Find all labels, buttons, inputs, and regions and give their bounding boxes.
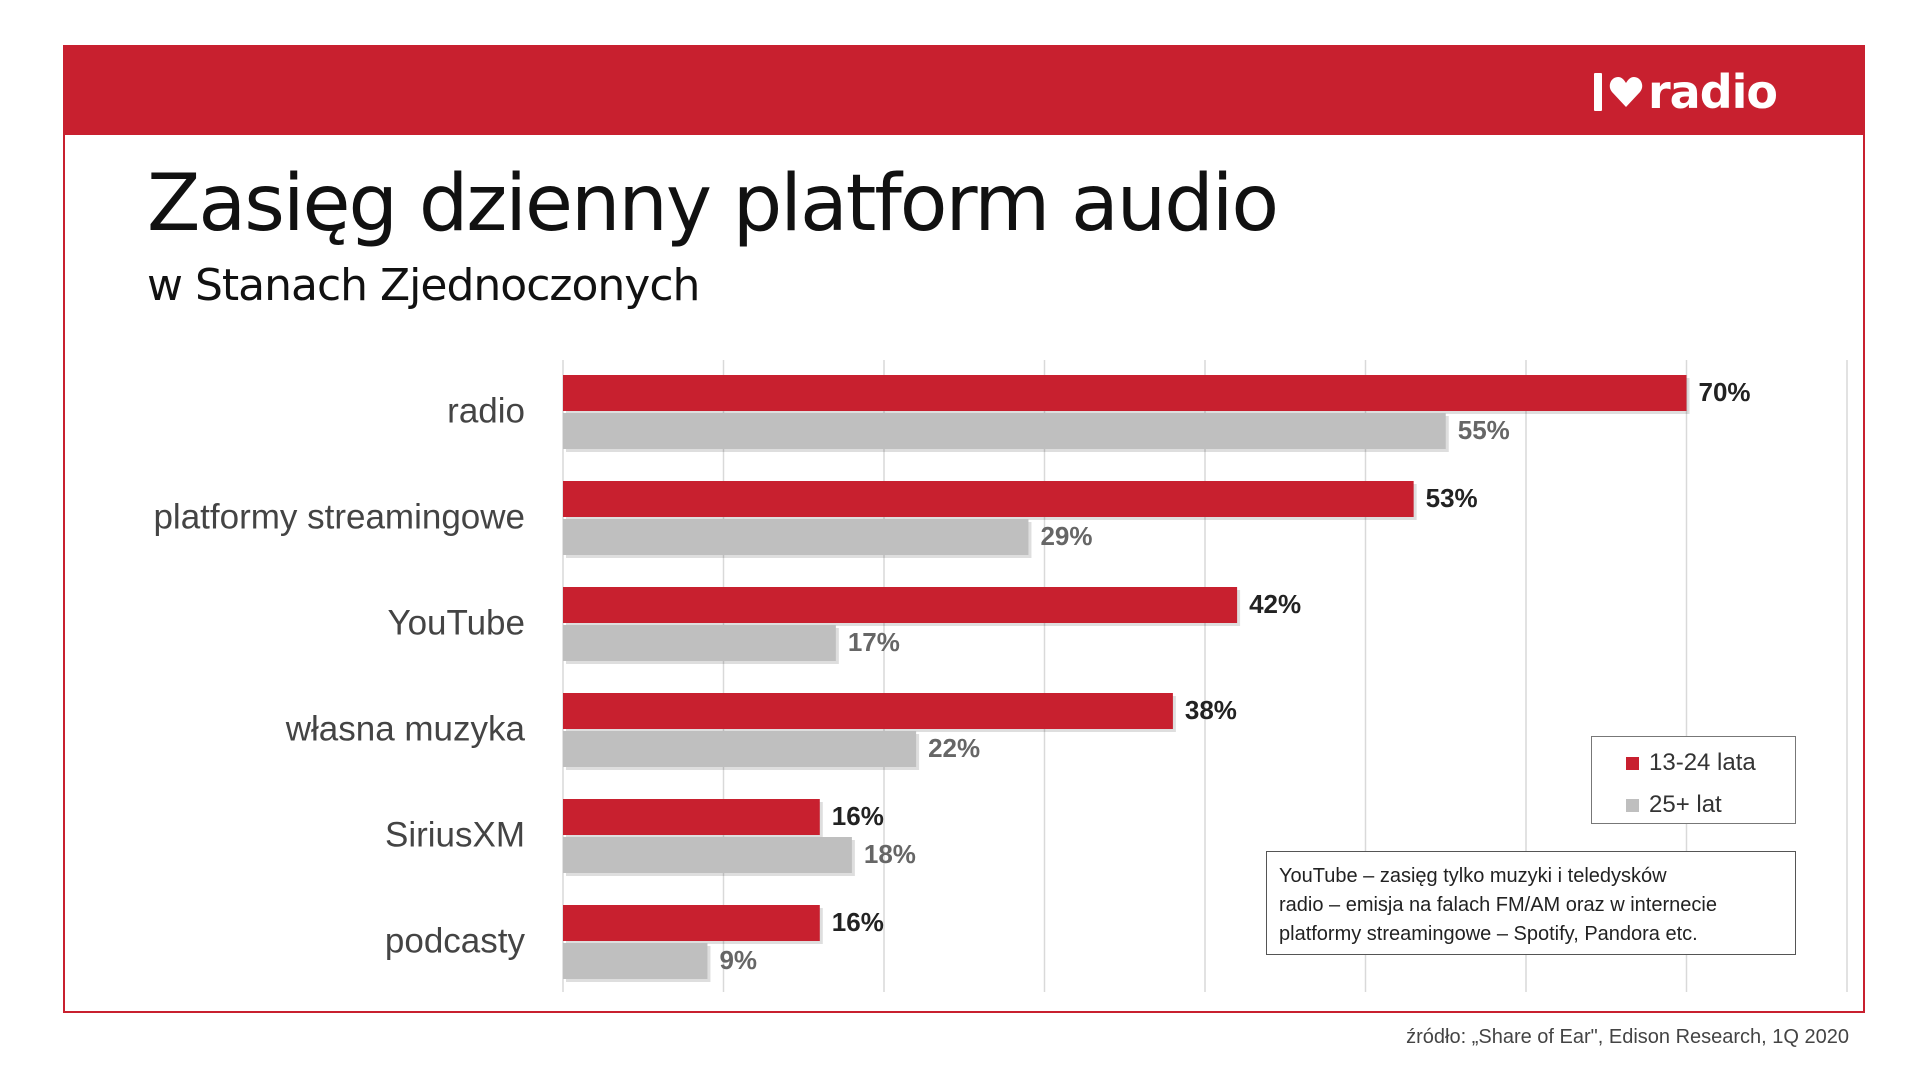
bar-13-24	[563, 693, 1173, 729]
legend-label: 13-24 lata	[1649, 749, 1756, 776]
bar-25-plus	[563, 413, 1446, 449]
category-label: radio	[447, 391, 525, 430]
category-label: YouTube	[387, 603, 525, 642]
data-label: 70%	[1699, 377, 1751, 407]
data-label: 9%	[719, 945, 757, 975]
bar-25-plus	[563, 943, 708, 979]
bar-25-plus	[563, 837, 852, 873]
data-label: 55%	[1458, 415, 1510, 445]
data-label: 22%	[928, 733, 980, 763]
legend-swatch-red	[1626, 756, 1639, 770]
note-line: platformy streamingowe – Spotify, Pandor…	[1279, 923, 1698, 945]
bar-25-plus	[563, 519, 1029, 555]
category-label: podcasty	[385, 921, 526, 960]
bar-25-plus	[563, 731, 917, 767]
note-line: YouTube – zasięg tylko muzyki i teledysk…	[1279, 865, 1667, 887]
chart-legend: 13-24 lata 25+ lat	[1591, 736, 1796, 824]
logo-text: radio	[1647, 65, 1778, 119]
bar-13-24	[563, 481, 1414, 517]
data-label: 53%	[1426, 483, 1478, 513]
legend-label: 25+ lat	[1649, 791, 1722, 818]
page-title: Zasięg dzienny platform audio	[147, 159, 1279, 249]
legend-item-13-24: 13-24 lata	[1626, 749, 1756, 777]
data-label: 29%	[1040, 521, 1092, 551]
data-label: 18%	[864, 839, 916, 869]
bar-13-24	[563, 587, 1238, 623]
logo-i-bar	[1593, 73, 1602, 111]
category-label: platformy streamingowe	[153, 497, 525, 536]
data-label: 42%	[1249, 589, 1301, 619]
legend-item-25-plus: 25+ lat	[1626, 791, 1722, 819]
note-line: radio – emisja na falach FM/AM oraz w in…	[1279, 894, 1717, 916]
bar-13-24	[563, 905, 820, 941]
heart-icon	[1609, 77, 1643, 107]
data-label: 38%	[1185, 695, 1237, 725]
page-subtitle: w Stanach Zjednoczonych	[147, 260, 700, 311]
data-label: 16%	[832, 907, 884, 937]
brand-logo: radio	[1593, 65, 1778, 119]
header-bar: radio	[63, 45, 1865, 135]
legend-swatch-gray	[1626, 798, 1639, 812]
data-label: 17%	[848, 627, 900, 657]
bar-25-plus	[563, 625, 836, 661]
data-label: 16%	[832, 801, 884, 831]
bar-13-24	[563, 375, 1687, 411]
definitions-note: YouTube – zasięg tylko muzyki i teledysk…	[1266, 851, 1796, 955]
category-label: SiriusXM	[385, 815, 525, 854]
bar-13-24	[563, 799, 820, 835]
category-label: własna muzyka	[285, 709, 526, 748]
source-citation: źródło: „Share of Ear", Edison Research,…	[1406, 1026, 1849, 1048]
